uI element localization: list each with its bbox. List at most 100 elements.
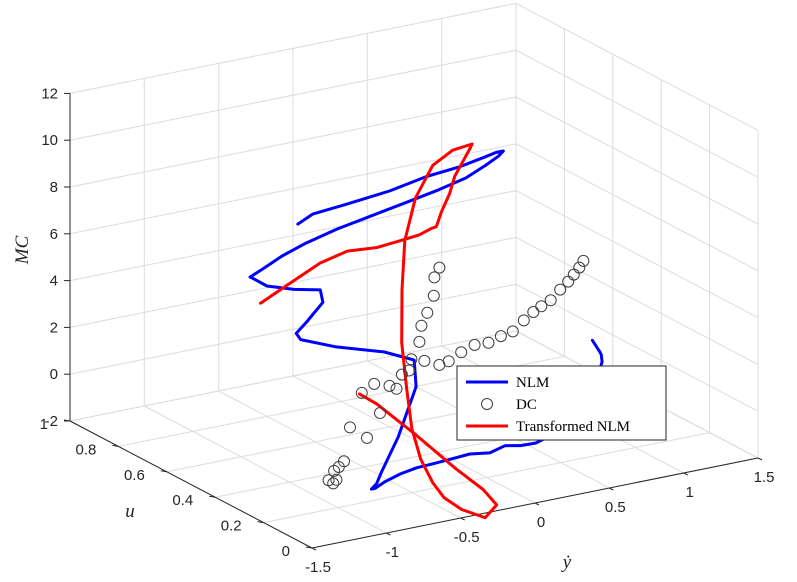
u-tick-mark xyxy=(160,470,167,473)
x-tick-label: 0 xyxy=(537,514,545,531)
dc-marker xyxy=(368,377,381,390)
dc-marker xyxy=(327,477,340,490)
dc-marker xyxy=(383,379,396,392)
dc-marker xyxy=(374,407,386,419)
u-tick-mark xyxy=(305,546,313,549)
dc-marker xyxy=(328,464,341,477)
dc-marker xyxy=(355,386,368,399)
dc-marker xyxy=(442,355,455,368)
dc-marker xyxy=(330,473,343,486)
z-axis-label: MC xyxy=(12,235,33,265)
grid-line-side-z xyxy=(515,283,759,412)
dc-marker xyxy=(338,455,350,468)
dc-marker xyxy=(361,431,373,444)
x-axis-label: ẏ xyxy=(561,552,572,573)
legend-swatch-dc xyxy=(481,398,493,410)
axes-box xyxy=(63,92,763,551)
dc-marker xyxy=(554,283,567,296)
z-tick-label: 0 xyxy=(50,366,58,383)
dc-marker xyxy=(428,271,441,284)
grid-line-side-z xyxy=(515,96,759,225)
z-tick-label: 8 xyxy=(50,179,58,196)
grid-line-back-z xyxy=(69,96,517,188)
dc-marker xyxy=(418,354,431,367)
dc-marker xyxy=(567,268,580,281)
x-tick-mark xyxy=(757,457,763,461)
dc-marker xyxy=(344,421,356,434)
z-tick-label: 6 xyxy=(50,226,58,243)
dc-marker xyxy=(535,300,548,313)
u-tick-mark xyxy=(209,495,216,498)
grid-line-back-z xyxy=(69,283,517,375)
x-tick-mark xyxy=(534,502,540,506)
x-tick-mark xyxy=(609,487,614,491)
dc-marker xyxy=(390,382,403,395)
z-tick-label: 4 xyxy=(50,273,58,290)
u-tick-mark xyxy=(257,521,264,524)
dc-marker xyxy=(415,319,428,332)
x-tick-label: -0.5 xyxy=(454,529,480,546)
dc-marker xyxy=(433,261,446,274)
grid-line-back-z xyxy=(69,49,517,141)
grid-line-floor-x xyxy=(144,405,387,534)
dc-marker xyxy=(413,335,426,348)
grid-line-side-z xyxy=(515,236,759,365)
x-tick-label: -1.5 xyxy=(305,559,331,576)
dc-marker xyxy=(506,325,519,338)
grid-line-back-z xyxy=(69,2,517,94)
dc-marker xyxy=(421,306,434,319)
dc-marker xyxy=(455,346,468,359)
x-tick-label: -1 xyxy=(386,544,399,561)
grid-line-side-z xyxy=(515,49,759,178)
legend-label-transformed-nlm: Transformed NLM xyxy=(516,419,630,435)
dc-marker xyxy=(395,368,408,381)
x-tick-mark xyxy=(683,472,688,476)
legend-box xyxy=(456,365,667,441)
u-tick-label: 0.2 xyxy=(221,518,242,535)
x-tick-mark xyxy=(311,547,317,551)
legend-label-dc: DC xyxy=(516,397,537,413)
x-tick-mark xyxy=(386,532,391,536)
x-tick-label: 0.5 xyxy=(605,499,626,516)
grid-line-side-z xyxy=(515,190,759,319)
tick-labels: -1.5-1-0.500.511.500.20.40.60.81-2024681… xyxy=(40,85,775,576)
grid-line-back-z xyxy=(69,330,517,422)
dc-marker xyxy=(517,314,530,327)
dc-marker xyxy=(527,306,540,318)
grid-line-floor-u xyxy=(263,432,710,524)
u-tick-label: 1 xyxy=(40,416,48,433)
grid-panels xyxy=(69,2,759,549)
x-tick-mark xyxy=(460,517,465,521)
z-tick-label: 2 xyxy=(50,319,58,336)
z-tick-label: -2 xyxy=(45,413,58,430)
dc-marker xyxy=(577,254,590,267)
u-tick-label: 0.6 xyxy=(124,467,145,484)
series-layer xyxy=(248,142,604,520)
dc-marker xyxy=(573,261,586,274)
u-axis-line xyxy=(69,420,313,549)
x-tick-label: 1.5 xyxy=(754,469,775,486)
dc-marker xyxy=(468,338,481,351)
u-tick-mark xyxy=(112,444,119,447)
z-tick-label: 12 xyxy=(41,85,58,102)
x-tick-label: 1 xyxy=(686,484,694,501)
u-tick-label: 0.8 xyxy=(76,441,97,458)
legend-label-nlm: NLM xyxy=(516,375,549,391)
dc-marker xyxy=(494,330,507,343)
dc-marker xyxy=(482,336,495,349)
grid-line-side-z xyxy=(515,2,759,131)
u-tick-label: 0 xyxy=(282,543,290,560)
grid-line-side-z xyxy=(515,143,759,272)
dc-marker xyxy=(405,353,418,366)
dc-marker xyxy=(544,294,557,307)
z-tick-label: 10 xyxy=(41,132,58,149)
legend: NLM DC Transformed NLM xyxy=(456,365,667,441)
grid-line-back-z xyxy=(69,190,517,282)
dc-marker xyxy=(403,364,415,377)
u-tick-label: 0.4 xyxy=(172,492,193,509)
grid-line-floor-x xyxy=(218,390,461,519)
dc-marker xyxy=(427,289,440,302)
y-axis-label: u xyxy=(125,501,135,522)
series-line-transformed-nlm xyxy=(259,142,499,520)
